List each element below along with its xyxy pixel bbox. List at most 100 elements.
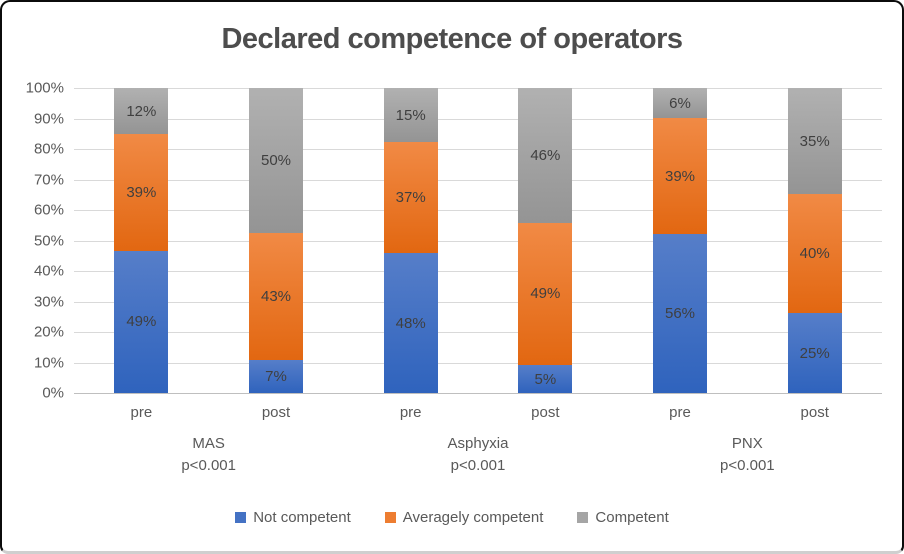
gridline <box>74 149 882 150</box>
bar-slot: 6% 39% 56% <box>613 88 748 393</box>
legend-label: Competent <box>595 509 669 526</box>
legend-marker <box>577 512 589 523</box>
bar-segment: 40% <box>787 194 842 313</box>
x-axis-labels: pre post pre post pre post <box>74 404 882 421</box>
chart-title: Declared competence of operators <box>221 23 683 55</box>
legend: Not competent Averagely competent Competen… <box>2 509 902 526</box>
bar-segment: 46% <box>518 88 573 223</box>
x-axis-label: post <box>531 404 560 421</box>
bar-slot: 35% 40% 25% <box>747 88 882 393</box>
gridline <box>74 88 882 89</box>
data-label: 40% <box>799 245 830 262</box>
data-label: 6% <box>669 94 691 112</box>
data-label: 7% <box>265 367 287 385</box>
y-axis-tick-label: 80% <box>33 140 64 158</box>
y-axis-tick-label: 20% <box>33 323 64 341</box>
data-label: 5% <box>534 370 557 388</box>
x-axis-label: post <box>800 404 829 421</box>
data-label: 46% <box>530 146 561 164</box>
y-axis-tick-label: 40% <box>33 262 64 280</box>
bar-slot: 50% 43% 7% <box>209 88 344 393</box>
bar-segment: 7% <box>249 359 303 393</box>
gridline <box>74 271 882 272</box>
data-label: 39% <box>126 183 157 201</box>
x-axis-label: pre <box>669 404 691 421</box>
bar-segment: 35% <box>787 88 842 194</box>
stacked-bar: 35% 40% 25% <box>787 88 842 393</box>
bar-segment: 48% <box>383 253 438 393</box>
y-axis: 100% 90% 80% 70% 60% 50% 40% 30% 20% 10% 0% <box>2 80 64 402</box>
stacked-bar: 15% 37% 48% <box>383 88 438 393</box>
bar-segment: 56% <box>653 233 708 393</box>
legend-item: Competent <box>577 509 669 526</box>
gridline <box>74 362 882 364</box>
bar-slot: 12% 39% 49% <box>74 88 209 394</box>
y-axis-tick-label: 10% <box>33 354 64 371</box>
y-axis-tick-label: 90% <box>33 110 64 127</box>
data-label: 12% <box>126 102 157 120</box>
group-name: MAS <box>192 435 225 452</box>
x-axis-label: pre <box>130 404 153 421</box>
data-label: 49% <box>126 313 157 331</box>
gridline <box>74 118 882 120</box>
bar-segment: 49% <box>114 250 169 394</box>
stacked-bar: 46% 49% 5% <box>518 88 573 393</box>
group-labels: MAS p<0.001 Asphyxia p<0.001 PNX p<0.001 <box>74 433 882 477</box>
gridline <box>74 179 882 181</box>
data-label: 50% <box>260 152 292 169</box>
data-label: 43% <box>260 287 292 305</box>
bar-segment: 49% <box>518 222 573 365</box>
group-pvalue: p<0.001 <box>450 457 506 474</box>
data-label: 25% <box>799 344 830 362</box>
y-axis-tick-label: 50% <box>33 232 64 249</box>
group-label: PNX p<0.001 <box>613 433 882 477</box>
data-label: 56% <box>665 304 696 322</box>
bar-slot: 46% 49% 5% <box>478 88 613 393</box>
stacked-bar: 50% 43% 7% <box>249 88 303 393</box>
group-name: Asphyxia <box>447 435 509 452</box>
group-pvalue: p<0.001 <box>181 457 236 474</box>
legend-marker <box>235 512 247 523</box>
data-label: 48% <box>395 314 426 332</box>
data-label: 35% <box>799 132 830 150</box>
plot-area: 12% 39% 49% 50% 43% 7% 15% 37% 48% 46% 49% 5% 6% 39% 5… <box>74 88 882 394</box>
y-axis-tick-label: 100% <box>25 79 64 97</box>
bar-segment: 25% <box>787 313 842 393</box>
data-label: 37% <box>395 189 426 207</box>
y-axis-tick-label: 70% <box>33 171 64 188</box>
bar-segment: 39% <box>114 134 169 251</box>
bar-segment: 12% <box>114 88 169 135</box>
legend-label: Averagely competent <box>402 509 544 526</box>
gridline <box>74 301 882 303</box>
bar-segment: 37% <box>383 142 438 254</box>
bar-slot: 15% 37% 48% <box>343 88 478 393</box>
bar-segment: 43% <box>249 233 303 360</box>
gridline <box>74 240 882 242</box>
legend-marker <box>384 512 396 523</box>
y-axis-tick-label: 60% <box>33 201 64 219</box>
gridline <box>74 210 882 211</box>
x-axis-label: post <box>261 404 291 421</box>
stacked-bar: 6% 39% 56% <box>653 88 708 393</box>
bar-segment: 50% <box>249 88 303 233</box>
group-label: MAS p<0.001 <box>74 433 343 477</box>
group-pvalue: p<0.001 <box>720 457 775 474</box>
legend-item: Not competent <box>235 509 351 526</box>
bars-layer: 12% 39% 49% 50% 43% 7% 15% 37% 48% 46% 49% 5% 6% 39% 5… <box>74 88 882 394</box>
group-label: Asphyxia p<0.001 <box>343 433 612 477</box>
data-label: 49% <box>530 285 561 303</box>
legend-label: Not competent <box>253 509 351 526</box>
x-axis-label: pre <box>399 404 422 421</box>
data-label: 15% <box>395 106 426 124</box>
bar-segment: 15% <box>383 88 438 142</box>
bar-segment: 6% <box>653 88 708 119</box>
y-axis-tick-label: 0% <box>42 384 64 402</box>
bar-segment: 39% <box>653 118 708 234</box>
gridline <box>74 332 882 333</box>
legend-item: Averagely competent <box>384 509 544 526</box>
y-axis-tick-label: 30% <box>33 293 64 310</box>
stacked-bar: 12% 39% 49% <box>114 88 169 394</box>
data-label: 39% <box>665 167 696 185</box>
group-name: PNX <box>731 435 763 452</box>
